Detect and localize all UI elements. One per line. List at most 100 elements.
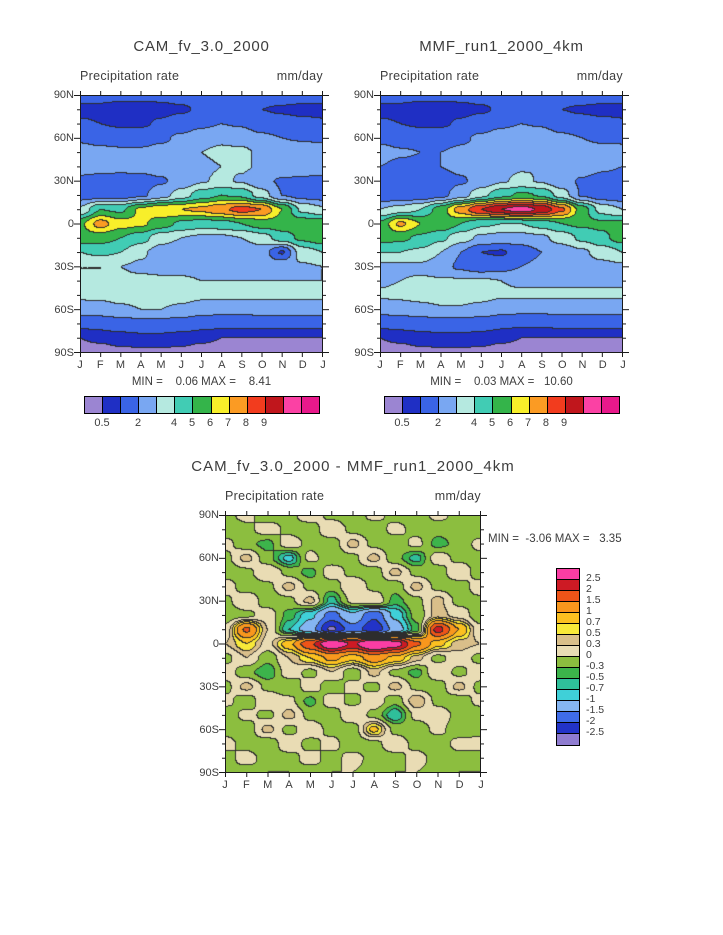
panel-subtitle-row: Precipitation rate mm/day [80, 69, 323, 83]
lat-tick-label: 30S [54, 261, 74, 273]
lat-tick-label: 60N [53, 132, 74, 144]
month-tick-label: S [391, 779, 400, 791]
month-tick-label: D [455, 779, 464, 791]
colorbar-tick-label: -0.5 [586, 671, 605, 683]
colorbar-cell [193, 397, 212, 413]
colorbar-tick-label: 0.5 [94, 417, 110, 429]
month-tick-label: J [350, 779, 356, 791]
lat-tick-label: 90S [354, 347, 374, 359]
month-tick-label: N [578, 359, 587, 371]
colorbar-cell [601, 397, 620, 413]
colorbar-tick-label: 1.5 [586, 594, 601, 606]
colorbar-cell [511, 397, 530, 413]
colorbar-cell [229, 397, 248, 413]
colorbar-cell [475, 397, 494, 413]
month-tick-label: O [557, 359, 567, 371]
colorbar-tick-label: -1.5 [586, 704, 605, 716]
lat-tick-label: 30S [354, 261, 374, 273]
colorbar-cell [157, 397, 176, 413]
colorbar-tick-label: 4 [170, 417, 178, 429]
month-tick-label: S [238, 359, 246, 371]
colorbar-tick-label: 5 [188, 417, 196, 429]
month-tick-label: J [320, 359, 326, 371]
colorbar-tick-label: -2 [586, 715, 596, 727]
month-tick-label: A [285, 779, 293, 791]
colorbar-cell [493, 397, 512, 413]
colorbar-tick-label: 8 [242, 417, 250, 429]
colorbar-cell [421, 397, 440, 413]
colorbar-cell [283, 397, 302, 413]
month-tick-label: F [396, 359, 404, 371]
lat-tick-label: 90S [199, 767, 219, 779]
lat-tick-label: 0 [212, 638, 219, 650]
month-tick-label: A [370, 779, 378, 791]
colorbar-tick-label: 1 [586, 605, 592, 617]
lat-tick-label: 0 [367, 218, 374, 230]
month-tick-label: J [478, 779, 484, 791]
colorbar-tick-label: 8 [542, 417, 550, 429]
colorbar-tick-label: 6 [506, 417, 514, 429]
month-tick-label: M [305, 779, 315, 791]
subtitle-units: mm/day [576, 69, 623, 83]
colorbar-cell [547, 397, 566, 413]
lat-tick-label: 90S [54, 347, 74, 359]
colorbar-tick-label: 2 [134, 417, 142, 429]
colorbar-cell [385, 397, 404, 413]
colorbar-tick-label: 7 [224, 417, 232, 429]
colorbar-cell [583, 397, 602, 413]
month-tick-label: J [328, 779, 335, 791]
colorbar [84, 396, 320, 414]
month-tick-label: J [198, 359, 205, 371]
colorbar-cell [457, 397, 476, 413]
month-tick-label: S [538, 359, 546, 371]
colorbar-labels: 2.5 2 1.5 1 0.7 0.5 0.3 0 -0.3 -0.5 -0.7 -1 -1.5 -2 -2… [586, 568, 626, 744]
month-tick-label: J [620, 359, 626, 371]
lat-tick-label: 60N [353, 132, 374, 144]
colorbar-cell [557, 679, 579, 690]
minmax-label: MIN = -3.06 MAX = 3.35 [488, 533, 622, 545]
lat-tick-label: 30S [199, 681, 219, 693]
colorbar-tick-label: 9 [560, 417, 568, 429]
colorbar-cell [557, 734, 579, 745]
month-tick-label: M [456, 359, 466, 371]
colorbar-tick-label: 0 [586, 649, 592, 661]
colorbar-cell [529, 397, 548, 413]
colorbar-cell [403, 397, 422, 413]
colorbar-cell [557, 646, 579, 657]
colorbar-tick-label: 2 [586, 583, 592, 595]
colorbar-tick-label: 9 [260, 417, 268, 429]
lat-tick-label: 90N [353, 89, 374, 101]
colorbar-cell [301, 397, 320, 413]
month-tick-label: A [137, 359, 145, 371]
month-tick-label: J [478, 359, 485, 371]
panel-title: MMF_run1_2000_4km [419, 38, 584, 55]
panel-subtitle-row: Precipitation rate mm/day [225, 489, 481, 503]
colorbar [556, 568, 580, 746]
colorbar-cell [557, 580, 579, 591]
lat-tick-label: 60S [199, 724, 219, 736]
lat-tick-label: 30N [53, 175, 74, 187]
lat-tick-label: 30N [198, 595, 219, 607]
colorbar-tick-label: -0.7 [586, 682, 605, 694]
colorbar-tick-label: 2.5 [586, 572, 601, 584]
month-tick-label: F [242, 779, 250, 791]
colorbar-tick-label: 5 [488, 417, 496, 429]
panel-subtitle-row: Precipitation rate mm/day [380, 69, 623, 83]
month-tick-label: O [412, 779, 422, 791]
month-tick-label: O [257, 359, 267, 371]
colorbar-tick-label: 0.5 [586, 627, 601, 639]
colorbar-cell [265, 397, 284, 413]
panel-title: CAM_fv_3.0_2000 - MMF_run1_2000_4km [191, 458, 515, 475]
minmax-label: MIN = 0.06 MAX = 8.41 [131, 376, 272, 388]
month-tick-label: N [278, 359, 287, 371]
y-axis-labels: 90N 60N 30N 0 30S 60S 90S [354, 89, 623, 359]
month-tick-label: F [96, 359, 104, 371]
month-tick-label: J [222, 779, 228, 791]
colorbar-tick-label: 4 [470, 417, 478, 429]
lat-tick-label: 60N [198, 552, 219, 564]
month-tick-label: J [498, 359, 505, 371]
colorbar-cell [103, 397, 122, 413]
colorbar-cell [565, 397, 584, 413]
